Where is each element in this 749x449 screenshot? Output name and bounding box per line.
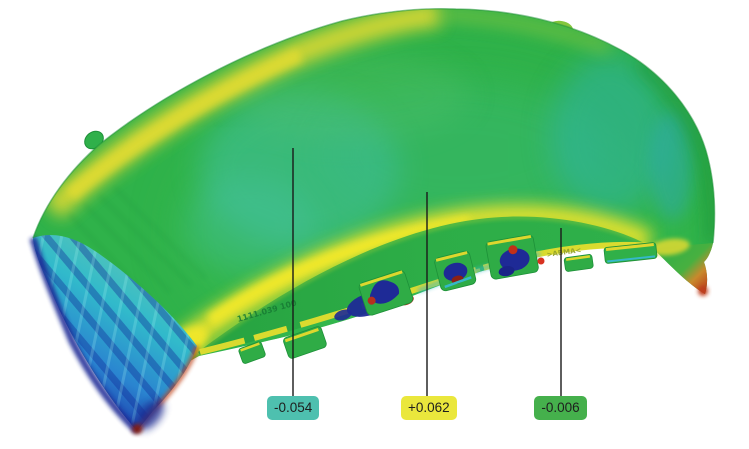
skirt-tip-shadow xyxy=(136,399,164,431)
leg-tip-red xyxy=(698,286,708,296)
rim-shading xyxy=(636,57,715,244)
color-patch xyxy=(230,50,470,140)
skirt-ribs-highlight xyxy=(33,234,197,431)
flange-tab xyxy=(283,326,327,359)
flange-tab xyxy=(238,341,266,364)
skirt-navy-edge xyxy=(29,237,140,434)
leader-lines xyxy=(292,148,562,397)
yellow-rim-fade xyxy=(439,8,613,54)
ribbed-skirt xyxy=(29,234,199,434)
flange-tab xyxy=(603,242,658,264)
mouth-rim-line xyxy=(197,216,653,354)
silhouette-rim xyxy=(32,7,716,244)
teal-patch xyxy=(650,110,694,220)
flange-tab xyxy=(563,254,594,272)
red-dot xyxy=(537,257,545,265)
teal-patch xyxy=(185,177,315,273)
clip-feature xyxy=(358,270,414,316)
deviation-label-3[interactable]: -0.006 xyxy=(534,396,587,420)
clip-feature xyxy=(434,250,477,292)
yellow-flap-strip xyxy=(650,238,690,256)
skirt-tip-maroon xyxy=(132,424,142,434)
clip-feature xyxy=(485,234,539,280)
deviation-label-1[interactable]: -0.054 xyxy=(267,396,320,420)
teal-patch xyxy=(550,55,670,215)
deviation-label-2[interactable]: +0.062 xyxy=(401,396,457,420)
yellow-rim-band-core xyxy=(65,48,303,201)
navy-blob xyxy=(334,309,352,321)
surface-striations xyxy=(68,186,207,302)
right-leg xyxy=(653,243,713,294)
